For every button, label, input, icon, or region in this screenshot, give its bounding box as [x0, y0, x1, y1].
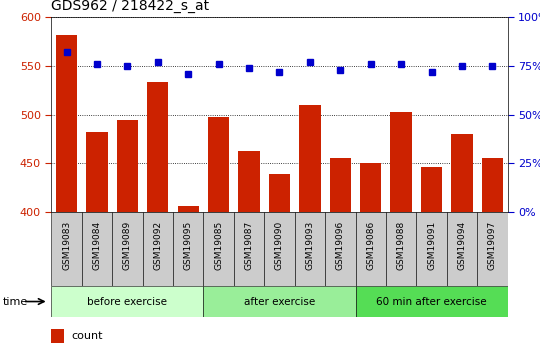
- Text: 60 min after exercise: 60 min after exercise: [376, 297, 487, 306]
- Bar: [264, 212, 295, 286]
- Bar: [416, 212, 447, 286]
- Text: GSM19088: GSM19088: [396, 221, 406, 270]
- Bar: [204, 286, 355, 317]
- Bar: [329, 158, 351, 345]
- Text: time: time: [3, 297, 28, 306]
- Bar: [117, 120, 138, 345]
- Bar: [390, 112, 412, 345]
- Text: GSM19097: GSM19097: [488, 221, 497, 270]
- Text: GDS962 / 218422_s_at: GDS962 / 218422_s_at: [51, 0, 210, 13]
- Text: GSM19096: GSM19096: [336, 221, 345, 270]
- Bar: [51, 286, 204, 317]
- Text: GSM19083: GSM19083: [62, 221, 71, 270]
- Bar: [178, 206, 199, 345]
- Bar: [82, 212, 112, 286]
- Text: GSM19084: GSM19084: [92, 221, 102, 270]
- Bar: [51, 212, 82, 286]
- Text: GSM19093: GSM19093: [306, 221, 314, 270]
- Bar: [451, 134, 472, 345]
- Text: GSM19092: GSM19092: [153, 221, 162, 270]
- Bar: [269, 174, 290, 345]
- Bar: [482, 158, 503, 345]
- Text: GSM19094: GSM19094: [457, 221, 467, 270]
- Bar: [477, 212, 508, 286]
- Bar: [295, 212, 325, 286]
- Bar: [238, 151, 260, 345]
- Text: GSM19086: GSM19086: [366, 221, 375, 270]
- Bar: [204, 212, 234, 286]
- Text: GSM19091: GSM19091: [427, 221, 436, 270]
- Text: count: count: [72, 331, 103, 341]
- Bar: [325, 212, 355, 286]
- Bar: [173, 212, 204, 286]
- Bar: [355, 286, 508, 317]
- Bar: [51, 329, 64, 343]
- Bar: [360, 164, 381, 345]
- Text: GSM19095: GSM19095: [184, 221, 193, 270]
- Bar: [299, 105, 321, 345]
- Bar: [421, 167, 442, 345]
- Text: before exercise: before exercise: [87, 297, 167, 306]
- Bar: [112, 212, 143, 286]
- Text: after exercise: after exercise: [244, 297, 315, 306]
- Bar: [56, 35, 77, 345]
- Bar: [143, 212, 173, 286]
- Bar: [355, 212, 386, 286]
- Bar: [386, 212, 416, 286]
- Bar: [208, 117, 230, 345]
- Bar: [234, 212, 264, 286]
- Text: GSM19087: GSM19087: [245, 221, 254, 270]
- Bar: [147, 81, 168, 345]
- Text: GSM19085: GSM19085: [214, 221, 223, 270]
- Text: GSM19090: GSM19090: [275, 221, 284, 270]
- Bar: [447, 212, 477, 286]
- Bar: [86, 132, 107, 345]
- Text: GSM19089: GSM19089: [123, 221, 132, 270]
